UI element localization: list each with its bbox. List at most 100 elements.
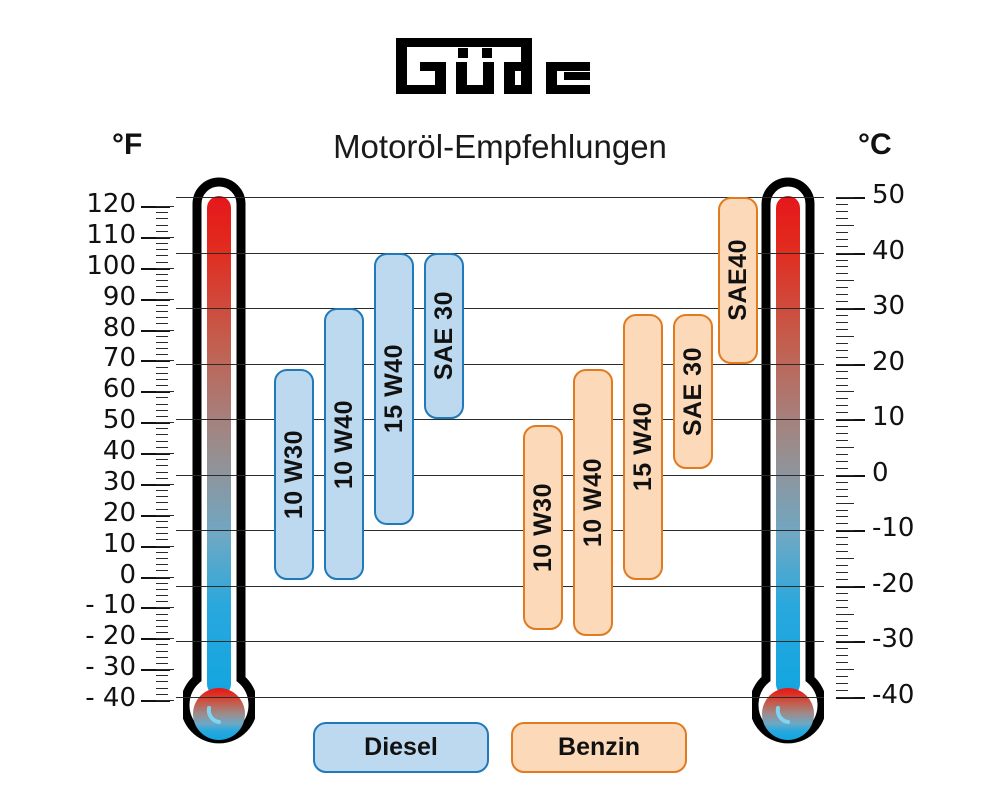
celsius-minor-tick <box>836 467 848 469</box>
oil-range-bar-benzin-sae40[interactable]: SAE40 <box>718 197 758 364</box>
fahrenheit-minor-tick <box>156 391 174 393</box>
fahrenheit-minor-tick <box>156 477 168 479</box>
celsius-minor-tick <box>836 342 848 344</box>
celsius-minor-tick <box>836 447 854 448</box>
fahrenheit-minor-tick <box>156 520 168 522</box>
fahrenheit-minor-tick <box>156 212 168 214</box>
fahrenheit-minor-tick <box>156 366 168 368</box>
fahrenheit-major-tick <box>141 236 170 239</box>
fahrenheit-minor-tick <box>156 255 168 257</box>
oil-range-bar-benzin-sae30[interactable]: SAE 30 <box>673 313 713 470</box>
celsius-minor-tick <box>836 398 848 400</box>
fahrenheit-minor-tick <box>156 533 168 535</box>
fahrenheit-minor-tick <box>156 292 168 294</box>
fahrenheit-minor-tick <box>156 453 174 454</box>
celsius-minor-tick <box>836 683 848 685</box>
gridline <box>176 585 824 587</box>
fahrenheit-minor-tick <box>156 557 168 559</box>
celsius-minor-tick <box>836 210 848 212</box>
fahrenheit-minor-tick <box>156 230 168 232</box>
legend-item-diesel[interactable]: Diesel <box>313 722 489 773</box>
celsius-minor-tick <box>836 613 854 615</box>
fahrenheit-minor-tick <box>156 304 168 306</box>
axis-unit-celsius: °C <box>858 128 892 161</box>
gridline <box>176 252 824 254</box>
celsius-major-tick <box>836 641 865 644</box>
celsius-minor-tick <box>836 356 848 358</box>
celsius-major-tick <box>836 697 865 699</box>
fahrenheit-tick-label: - 10 <box>85 590 136 621</box>
fahrenheit-minor-tick <box>156 632 168 634</box>
fahrenheit-minor-tick <box>156 415 168 417</box>
celsius-minor-tick <box>836 572 848 573</box>
celsius-minor-tick <box>836 412 848 414</box>
legend-item-benzin[interactable]: Benzin <box>511 722 687 773</box>
celsius-minor-tick <box>836 537 848 539</box>
fahrenheit-minor-tick <box>156 638 174 640</box>
fahrenheit-minor-tick <box>156 298 174 300</box>
celsius-tick-label: 40 <box>872 235 906 266</box>
fahrenheit-minor-tick <box>156 236 174 238</box>
oil-range-bar-diesel-sae30[interactable]: SAE 30 <box>424 252 464 420</box>
fahrenheit-minor-tick <box>156 397 168 399</box>
fahrenheit-minor-tick <box>156 341 168 343</box>
fahrenheit-minor-tick <box>156 564 168 566</box>
gridline <box>176 474 824 476</box>
oil-range-bar-benzin-10w40[interactable]: 10 W40 <box>573 369 613 636</box>
oil-range-bar-diesel-10w40[interactable]: 10 W40 <box>324 308 364 581</box>
fahrenheit-minor-tick <box>156 446 168 448</box>
fahrenheit-minor-tick <box>156 459 168 461</box>
fahrenheit-tick-label: 120 <box>86 189 136 219</box>
celsius-major-tick <box>836 419 865 422</box>
bar-label: SAE40 <box>723 239 752 322</box>
celsius-minor-tick <box>836 384 848 386</box>
legend: Diesel Benzin <box>0 722 1000 773</box>
celsius-minor-tick <box>836 370 848 372</box>
fahrenheit-minor-tick <box>156 317 168 319</box>
celsius-minor-tick <box>836 606 848 608</box>
celsius-minor-tick <box>836 481 848 483</box>
bar-label: 10 W30 <box>279 430 308 520</box>
fahrenheit-minor-tick <box>156 582 168 584</box>
celsius-major-tick <box>836 474 865 477</box>
celsius-minor-tick <box>836 488 848 490</box>
oil-range-bar-diesel-15w40[interactable]: 15 W40 <box>374 252 414 525</box>
fahrenheit-major-tick <box>141 206 170 208</box>
celsius-minor-tick <box>836 641 854 643</box>
fahrenheit-minor-tick <box>156 496 168 498</box>
oil-range-bar-diesel-10w30[interactable]: 10 W30 <box>274 369 314 581</box>
fahrenheit-minor-tick <box>156 422 174 424</box>
fahrenheit-tick-label: 40 <box>102 436 136 466</box>
fahrenheit-minor-tick <box>156 440 168 442</box>
celsius-tick-label: 0 <box>872 457 889 488</box>
celsius-minor-tick <box>836 405 848 407</box>
fahrenheit-minor-tick <box>156 471 168 473</box>
celsius-minor-tick <box>836 676 848 678</box>
oil-range-bar-benzin-10w30[interactable]: 10 W30 <box>523 424 563 631</box>
fahrenheit-minor-tick <box>156 527 168 529</box>
fahrenheit-minor-tick <box>156 403 168 405</box>
fahrenheit-tick-label: 90 <box>102 281 136 312</box>
celsius-minor-tick <box>836 335 854 337</box>
fahrenheit-major-tick <box>141 453 170 455</box>
fahrenheit-tick-label: 110 <box>86 219 136 250</box>
fahrenheit-minor-tick <box>156 310 168 312</box>
fahrenheit-tick-label: 10 <box>102 528 136 559</box>
fahrenheit-minor-tick <box>156 545 174 547</box>
fahrenheit-minor-tick <box>156 595 168 597</box>
fahrenheit-tick-label: 60 <box>102 374 136 405</box>
fahrenheit-minor-tick <box>156 551 168 553</box>
fahrenheit-tick-label: - 30 <box>85 652 136 683</box>
fahrenheit-major-tick <box>141 638 170 641</box>
celsius-tick-label: 30 <box>872 291 906 322</box>
fahrenheit-minor-tick <box>156 576 174 578</box>
oil-range-bar-benzin-15w40[interactable]: 15 W40 <box>623 313 663 581</box>
fahrenheit-major-tick <box>141 391 170 394</box>
celsius-minor-tick <box>836 224 854 226</box>
gridline <box>176 197 824 198</box>
celsius-minor-tick <box>836 328 848 330</box>
celsius-minor-tick <box>836 197 854 198</box>
celsius-major-tick <box>836 252 865 255</box>
page-title: Motoröl-Empfehlungen <box>333 128 667 165</box>
fahrenheit-tick-label: 70 <box>102 343 136 374</box>
